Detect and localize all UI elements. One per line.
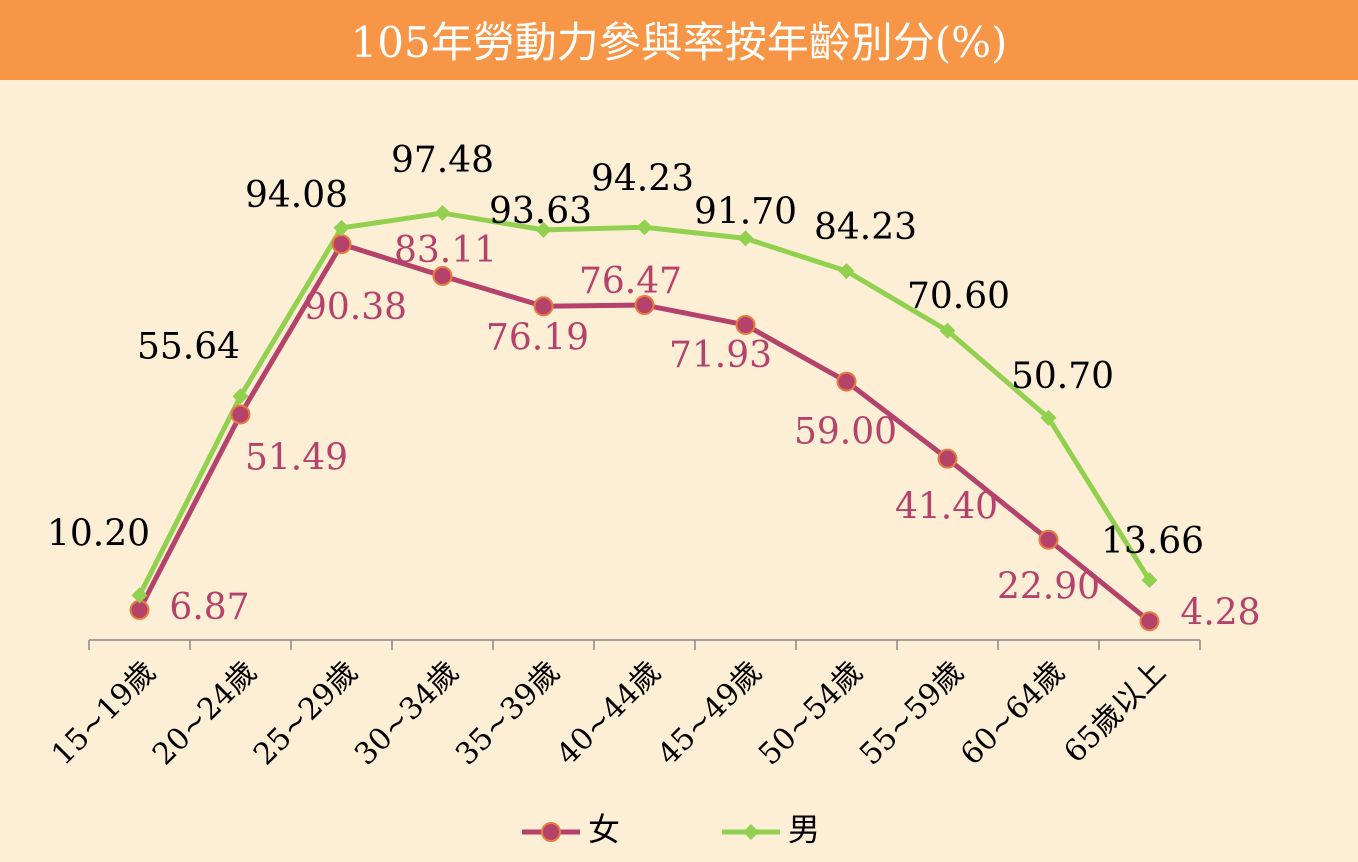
data-label: 94.23 [591,158,694,199]
data-label: 10.20 [47,513,150,554]
data-label: 84.23 [814,207,917,248]
data-label: 90.38 [304,287,407,328]
chart-title: 105年勞動力參與率按年齡別分(%) [351,18,1008,67]
x-tick-label: 60~64歲 [954,655,1072,773]
x-tick-label: 15~19歲 [45,655,163,773]
data-label: 76.19 [486,317,589,358]
point [131,587,148,604]
point [1038,529,1059,550]
data-label: 91.70 [694,191,797,232]
point [232,388,249,405]
point [737,230,754,247]
point [331,234,352,255]
point [634,295,655,316]
point [432,265,453,286]
point [434,205,451,222]
x-tick-label: 25~29歲 [247,655,365,773]
data-label: 13.66 [1101,521,1204,562]
x-tick-label: 55~59歲 [853,655,971,773]
data-label: 55.64 [137,326,240,367]
point [535,221,552,238]
x-tick-label: 35~39歲 [449,655,567,773]
data-label: 71.93 [669,335,772,376]
point [230,404,251,425]
x-tick-label: 30~34歲 [348,655,466,773]
x-tick-label: 40~44歲 [550,655,668,773]
point [735,314,756,335]
legend-label: 男 [788,811,820,849]
point [1040,409,1057,426]
point [533,296,554,317]
legend-label: 女 [588,811,620,849]
x-tick-label: 50~54歲 [752,655,870,773]
data-label: 51.49 [245,437,348,478]
legend-marker [743,824,759,840]
point [1141,572,1158,589]
point [129,599,150,620]
data-label: 76.47 [579,261,682,302]
data-label: 22.90 [997,567,1100,608]
data-label: 94.08 [245,175,348,216]
point [838,263,855,280]
point [636,219,653,236]
legend-marker [541,822,561,842]
data-label: 59.00 [794,412,897,453]
point [937,448,958,469]
x-tick-label: 65歲以上 [1057,655,1172,770]
data-label: 83.11 [394,230,497,271]
data-label: 70.60 [907,276,1010,317]
point [333,219,350,236]
title-bar [0,0,1358,80]
data-label: 50.70 [1011,356,1114,397]
point [836,371,857,392]
data-label: 93.63 [489,191,592,232]
data-label: 4.28 [1180,592,1260,633]
x-tick-label: 45~49歲 [651,655,769,773]
x-tick-label: 20~24歲 [146,655,264,773]
point [939,322,956,339]
data-label: 97.48 [391,140,494,181]
point [1139,611,1160,632]
data-label: 6.87 [169,587,249,628]
data-label: 41.40 [895,487,998,528]
